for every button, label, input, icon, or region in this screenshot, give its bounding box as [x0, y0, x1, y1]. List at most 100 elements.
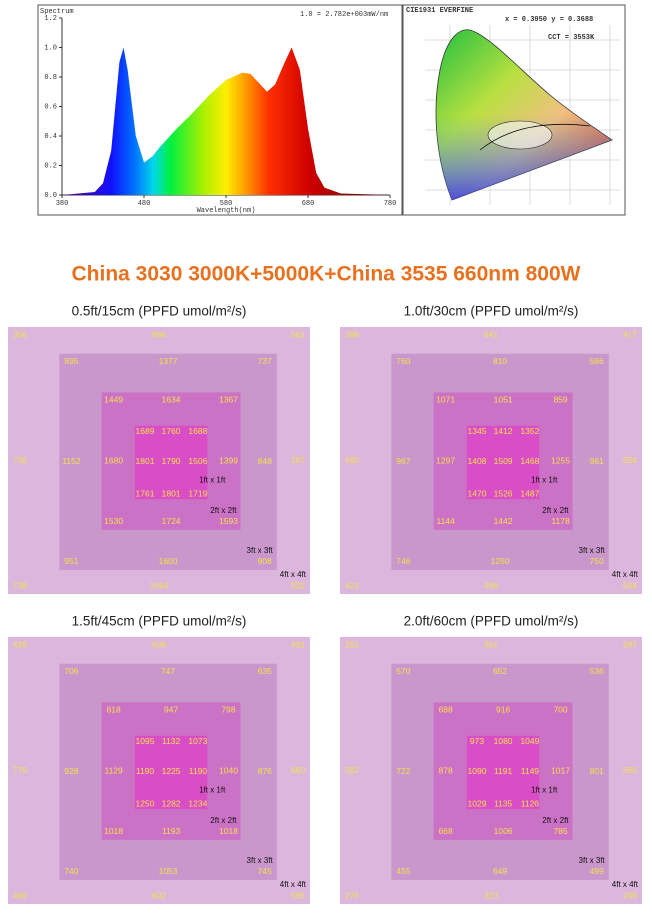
ppfd-value: 1190	[189, 766, 208, 776]
ppfd-value: 747	[161, 666, 175, 676]
ppfd-value: 1126	[521, 798, 540, 808]
ppfd-value: 660	[291, 765, 305, 775]
ppfd-value: 431	[291, 639, 305, 649]
ppfd-value: 1593	[219, 516, 238, 526]
ppfd-value: 417	[623, 329, 637, 339]
ppfd-value: 1526	[494, 488, 513, 498]
x-tick-label: 680	[302, 200, 315, 208]
ppfd-value: 1029	[468, 798, 487, 808]
cie-cct: CCT = 3553K	[548, 34, 595, 42]
size-label: 4ft x 4ft	[612, 570, 639, 579]
ppfd-value: 916	[496, 705, 510, 715]
ppfd-value: 908	[258, 556, 272, 566]
zone	[134, 735, 208, 810]
ppfd-value: 356	[13, 329, 27, 339]
ppfd-value: 737	[258, 356, 272, 366]
ppfd-value: 635	[258, 666, 272, 676]
ppfd-value: 1225	[162, 766, 181, 776]
ppfd-value: 776	[13, 765, 27, 775]
ppfd-value: 1760	[162, 426, 181, 436]
ppfd-value: 1345	[468, 426, 487, 436]
ppfd-value: 1040	[219, 765, 238, 775]
ppfd-value: 570	[396, 666, 410, 676]
ppfd-value: 951	[64, 556, 78, 566]
ppfd-value: 738	[13, 580, 27, 590]
ppfd-value: 1680	[104, 455, 123, 465]
size-label: 4ft x 4ft	[280, 880, 307, 889]
ppfd-value: 986	[152, 329, 166, 339]
ppfd-value: 1408	[468, 456, 487, 466]
ppfd-value: 421	[345, 580, 359, 590]
ppfd-value: 967	[396, 456, 410, 466]
ppfd-value: 736	[13, 455, 27, 465]
zone	[134, 425, 208, 500]
ppfd-value: 1234	[188, 798, 207, 808]
cie-coords: x = 0.3950 y = 0.3688	[505, 16, 593, 24]
ppfd-value: 722	[396, 766, 410, 776]
planck-curve	[479, 123, 591, 151]
ppfd-value: 668	[439, 826, 453, 836]
ppfd-value: 760	[396, 356, 410, 366]
size-label: 2ft x 2ft	[210, 816, 237, 825]
ppfd-value: 1600	[159, 556, 178, 566]
ppfd-value: 895	[64, 356, 78, 366]
ppfd-value: 660	[345, 455, 359, 465]
ppfd-value: 818	[107, 705, 121, 715]
ppfd-value: 536	[590, 666, 604, 676]
ppfd-value: 848	[258, 456, 272, 466]
ppfd-value: 1282	[162, 798, 181, 808]
spectrum-title: Spectrum	[40, 8, 74, 16]
size-label: 2ft x 2ft	[210, 506, 237, 515]
ppfd-value: 1352	[520, 426, 539, 436]
ppfd-value: 1071	[436, 395, 455, 405]
y-tick-label: 1.0	[44, 44, 57, 52]
y-tick-label: 0.8	[44, 74, 57, 82]
ppfd-value: 688	[439, 705, 453, 715]
size-label: 1ft x 1ft	[199, 785, 226, 794]
ppfd-value: 750	[590, 556, 604, 566]
ppfd-value: 801	[590, 766, 604, 776]
ppfd-value: 1688	[188, 426, 207, 436]
ppfd-value: 1689	[136, 426, 155, 436]
ppfd-value: 251	[345, 639, 359, 649]
size-label: 1ft x 1ft	[531, 785, 558, 794]
ppfd-value: 654	[623, 455, 637, 465]
ppfd-value: 496	[484, 580, 498, 590]
ppfd-value: 1487	[520, 488, 539, 498]
ppfd-value: 439	[13, 639, 27, 649]
ppfd-value: 1073	[188, 736, 207, 746]
ppfd-value: 785	[553, 826, 567, 836]
x-tick-label: 580	[220, 200, 233, 208]
ppfd-value: 1191	[494, 766, 513, 776]
ppfd-value: 1530	[104, 516, 123, 526]
ppfd-value: 561	[291, 329, 305, 339]
ppfd-value: 798	[221, 705, 235, 715]
ppfd-value: 398	[345, 329, 359, 339]
size-label: 3ft x 3ft	[247, 546, 274, 555]
ppfd-value: 1468	[520, 456, 539, 466]
size-label: 3ft x 3ft	[579, 546, 606, 555]
x-axis-label: Wavelength(nm)	[197, 207, 256, 215]
y-tick-label: 0.4	[44, 133, 57, 141]
size-label: 4ft x 4ft	[280, 570, 307, 579]
ppfd-value: 700	[553, 705, 567, 715]
y-tick-label: 0.2	[44, 162, 57, 170]
ppfd-value: 1724	[162, 516, 181, 526]
ppfd-value: 1094	[150, 580, 169, 590]
ppfd-value: 1801	[136, 456, 155, 466]
ppfd-value: 1090	[468, 766, 487, 776]
size-label: 1ft x 1ft	[531, 475, 558, 484]
ppfd-value: 878	[439, 765, 453, 775]
ppfd-value: 1367	[219, 395, 238, 405]
ppfd-value: 565	[291, 890, 305, 900]
ppfd-value: 287	[623, 639, 637, 649]
ppfd-value: 1152	[62, 456, 81, 466]
ppfd-value: 351	[484, 639, 498, 649]
ppfd-value: 602	[152, 890, 166, 900]
ppfd-value: 947	[164, 705, 178, 715]
ppfd-value: 1250	[136, 798, 155, 808]
size-label: 1ft x 1ft	[199, 475, 226, 484]
ppfd-value: 1135	[494, 798, 513, 808]
map-title: 2.0ft/60cm (PPFD umol/m²/s)	[404, 614, 579, 629]
ppfd-value: 1442	[494, 516, 513, 526]
